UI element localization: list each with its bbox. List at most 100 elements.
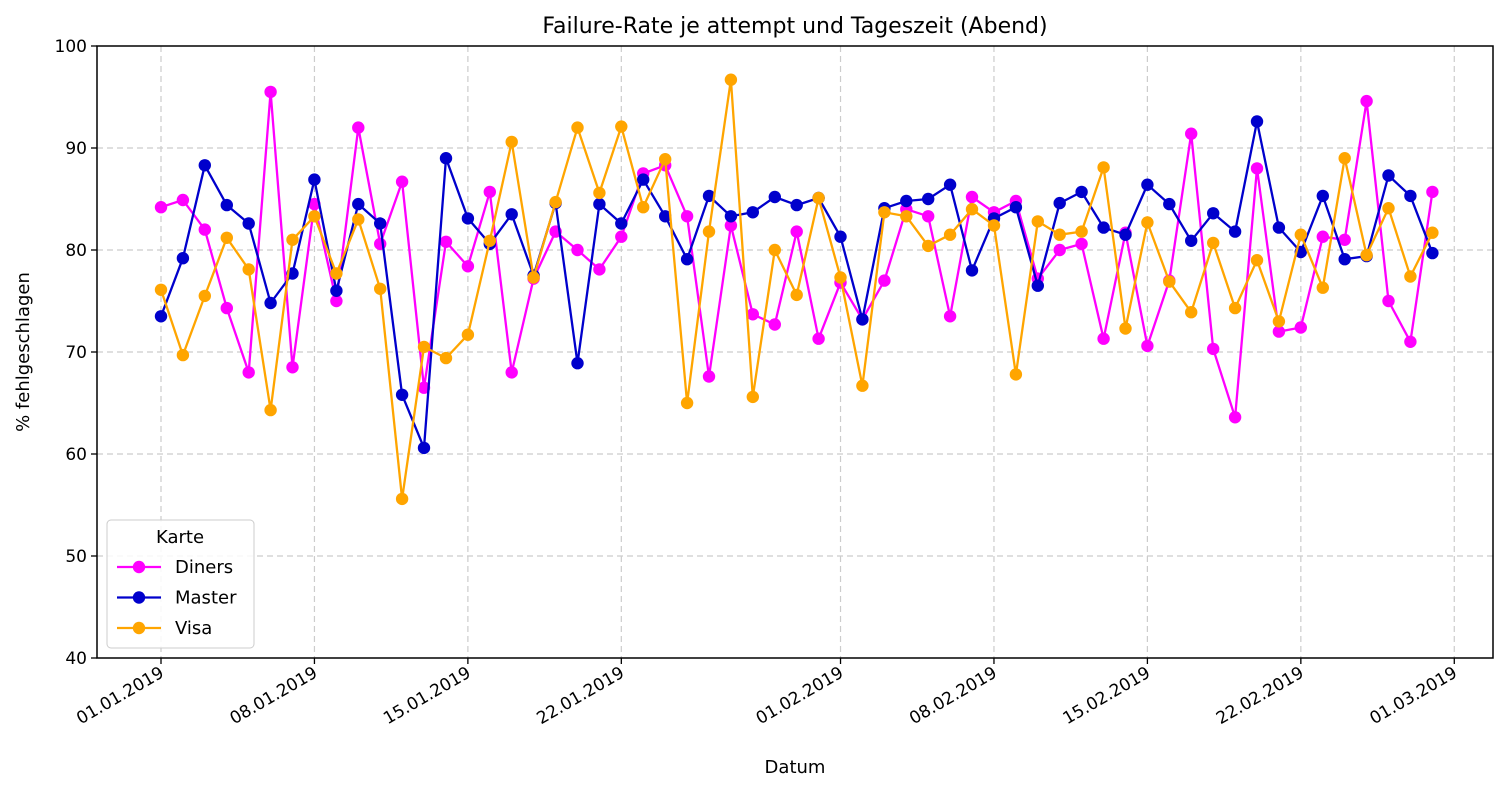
data-point	[1294, 321, 1308, 334]
data-point	[812, 332, 825, 345]
data-point	[1404, 335, 1417, 348]
data-point	[352, 197, 365, 211]
data-point	[1316, 230, 1330, 243]
data-point	[505, 135, 518, 149]
y-tick-label: 90	[65, 139, 87, 159]
data-point	[1382, 169, 1395, 182]
data-point	[176, 193, 190, 207]
data-point	[1207, 342, 1220, 356]
data-point	[1163, 275, 1176, 288]
data-point	[1075, 225, 1088, 238]
data-point	[395, 175, 409, 188]
y-axis: 40 50 60 70 80 90 100	[55, 37, 97, 669]
data-point	[286, 361, 299, 374]
data-point	[1097, 332, 1110, 345]
data-point	[1185, 234, 1198, 247]
data-point	[856, 313, 869, 326]
y-tick-label: 40	[65, 649, 87, 669]
data-point	[483, 234, 496, 247]
data-point	[527, 271, 540, 284]
data-point	[1119, 322, 1132, 335]
data-point	[900, 194, 913, 208]
data-point	[1031, 215, 1045, 228]
x-tick-label: 22.02.2019	[1213, 663, 1307, 729]
data-point	[1228, 411, 1242, 424]
data-point	[1031, 279, 1045, 292]
data-point	[1360, 248, 1373, 262]
data-point	[1075, 185, 1088, 199]
data-point	[1097, 161, 1110, 174]
data-point	[1228, 225, 1242, 238]
legend-entry-master: Master	[117, 588, 237, 609]
data-point	[878, 206, 891, 219]
data-point	[1207, 207, 1220, 220]
data-point	[1141, 178, 1154, 191]
data-point	[220, 301, 233, 315]
data-point	[1272, 221, 1286, 234]
data-point	[856, 379, 869, 392]
data-point	[1426, 246, 1439, 260]
data-point	[439, 351, 453, 365]
data-point	[286, 233, 299, 246]
data-point	[417, 381, 431, 394]
data-point	[461, 212, 475, 225]
series-line	[160, 90, 1434, 419]
data-point	[154, 201, 168, 214]
data-point	[922, 192, 935, 206]
data-point	[1228, 301, 1242, 315]
chart-title: Failure-Rate je attempt und Tageszeit (A…	[542, 14, 1047, 39]
data-point	[1250, 115, 1264, 128]
data-point	[593, 197, 606, 211]
data-point	[746, 206, 759, 219]
data-point	[768, 190, 781, 204]
data-point	[702, 225, 716, 238]
x-axis-label: Datum	[765, 757, 826, 778]
legend-title: Karte	[156, 527, 204, 548]
data-point	[395, 492, 409, 506]
data-point	[812, 191, 825, 205]
x-tick-label: 22.01.2019	[534, 663, 628, 729]
data-point	[680, 210, 694, 223]
y-tick-label: 50	[65, 547, 87, 567]
data-point	[330, 284, 343, 297]
legend-label: Visa	[175, 618, 212, 639]
data-point	[900, 210, 913, 223]
data-point	[220, 231, 233, 244]
data-point	[198, 289, 211, 303]
data-point	[505, 208, 518, 221]
data-point	[417, 441, 431, 455]
data-point	[965, 190, 979, 204]
data-point	[176, 252, 190, 265]
legend-box	[106, 519, 255, 649]
data-point	[264, 403, 277, 417]
data-point	[724, 73, 738, 86]
data-point	[878, 274, 891, 287]
legend-label: Master	[175, 588, 237, 609]
data-point	[943, 178, 957, 191]
x-tick-label: 15.02.2019	[1060, 663, 1154, 729]
x-tick-label: 08.02.2019	[906, 663, 1000, 729]
data-point	[352, 213, 365, 226]
data-point	[922, 210, 935, 223]
data-point	[746, 390, 759, 404]
data-point	[1382, 202, 1395, 215]
legend-entry-diners: Diners	[117, 557, 233, 578]
data-point	[834, 271, 847, 284]
x-tick-label: 15.01.2019	[380, 663, 474, 729]
series-visa	[154, 73, 1439, 506]
data-point	[242, 366, 255, 379]
data-point	[659, 153, 672, 166]
data-point	[1053, 196, 1066, 210]
data-point	[790, 198, 803, 212]
y-tick-label: 60	[65, 445, 87, 465]
data-point	[1316, 189, 1330, 203]
series-diners	[154, 85, 1439, 424]
data-point	[1316, 281, 1330, 294]
y-axis-label: % fehlgeschlagen	[13, 272, 34, 432]
data-point	[615, 120, 628, 133]
data-point	[1426, 226, 1439, 239]
data-point	[571, 357, 584, 370]
data-point	[461, 328, 475, 341]
data-point	[439, 235, 453, 248]
x-tick-label: 01.01.2019	[73, 663, 167, 729]
